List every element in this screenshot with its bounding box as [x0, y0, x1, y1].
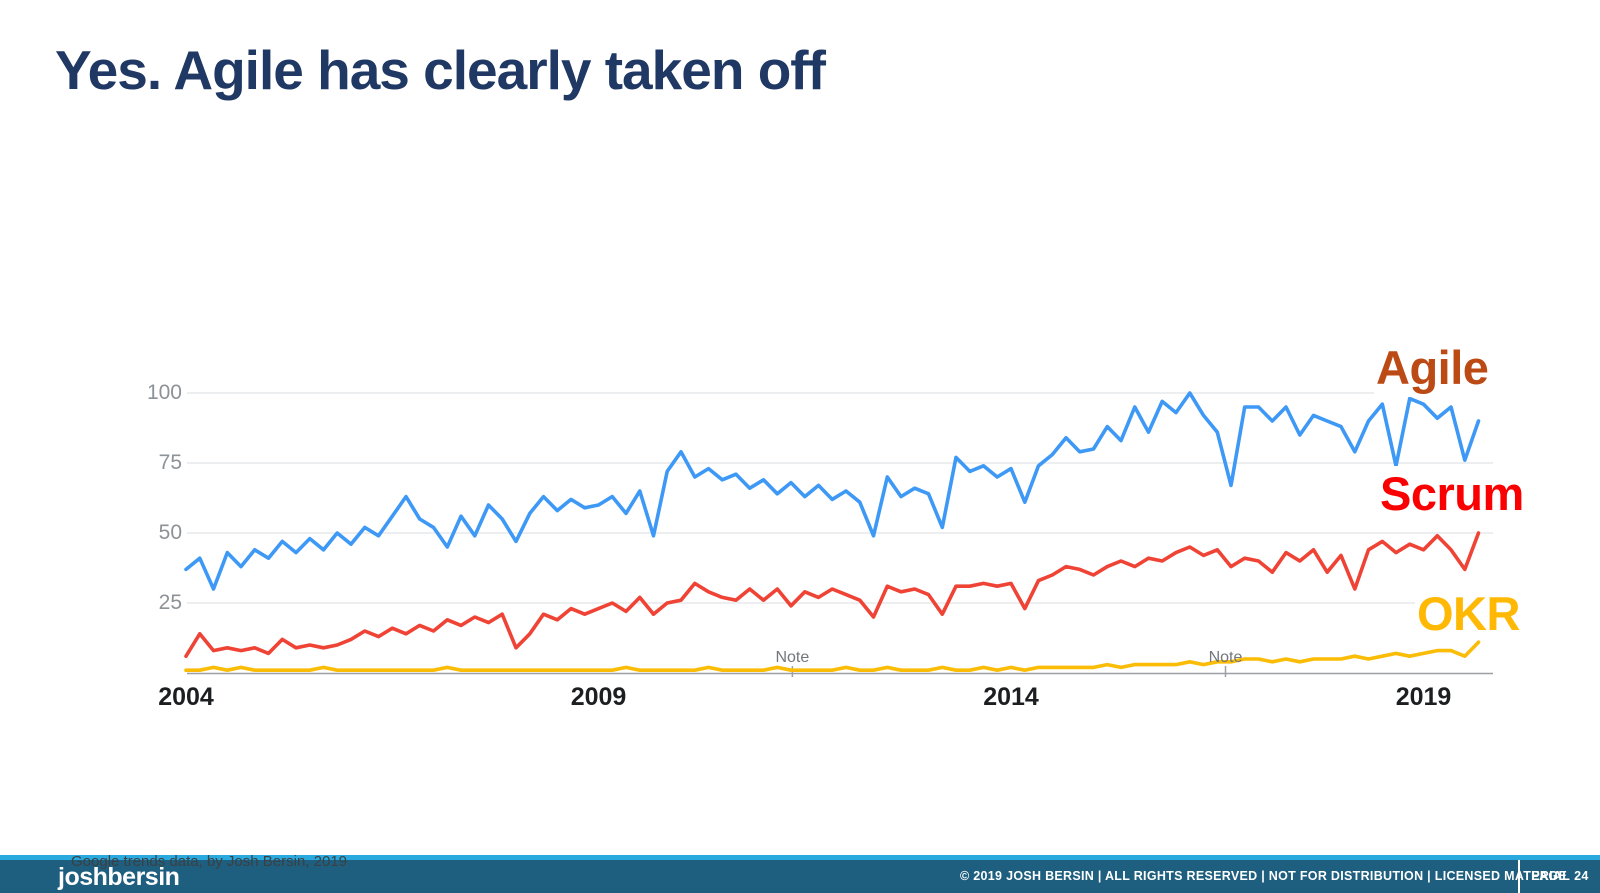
footer-accent-stripe: [0, 855, 1600, 860]
page-number: 24: [1574, 869, 1589, 883]
legend-label-scrum: Scrum: [1378, 466, 1530, 522]
joshbersin-logo: joshbersin: [58, 863, 180, 891]
source-note: Google trends data, by Josh Bersin, 2019: [71, 853, 348, 870]
note-annotation-2: Note: [1208, 649, 1243, 666]
footer-bar: joshbersin © 2019 JOSH BERSIN | ALL RIGH…: [0, 860, 1600, 893]
x-axis-label-2004: 2004: [158, 683, 214, 711]
footer-page-indicator: PAGE 24: [1520, 860, 1600, 893]
slide-title: Yes. Agile has clearly taken off: [55, 39, 826, 101]
series-line-scrum: [184, 531, 1481, 659]
note-annotation-1: Note: [775, 649, 810, 666]
x-axis-label-2009: 2009: [570, 683, 627, 711]
y-axis-label-100: 100: [146, 381, 182, 404]
x-axis-label-2014: 2014: [983, 683, 1039, 711]
legend-label-agile: Agile: [1374, 339, 1495, 397]
y-axis-label-50: 50: [158, 521, 182, 544]
footer-copyright: © 2019 JOSH BERSIN | ALL RIGHTS RESERVED…: [960, 869, 1571, 883]
y-axis-label-25: 25: [158, 591, 182, 614]
footer-divider: [1518, 860, 1520, 893]
legend-label-okr: OKR: [1415, 590, 1526, 638]
series-line-agile: [184, 391, 1481, 591]
series-line-okr: [184, 640, 1481, 673]
x-axis-label-2019: 2019: [1395, 683, 1452, 711]
page-label: PAGE: [1531, 869, 1568, 883]
y-axis-label-75: 75: [158, 451, 182, 474]
